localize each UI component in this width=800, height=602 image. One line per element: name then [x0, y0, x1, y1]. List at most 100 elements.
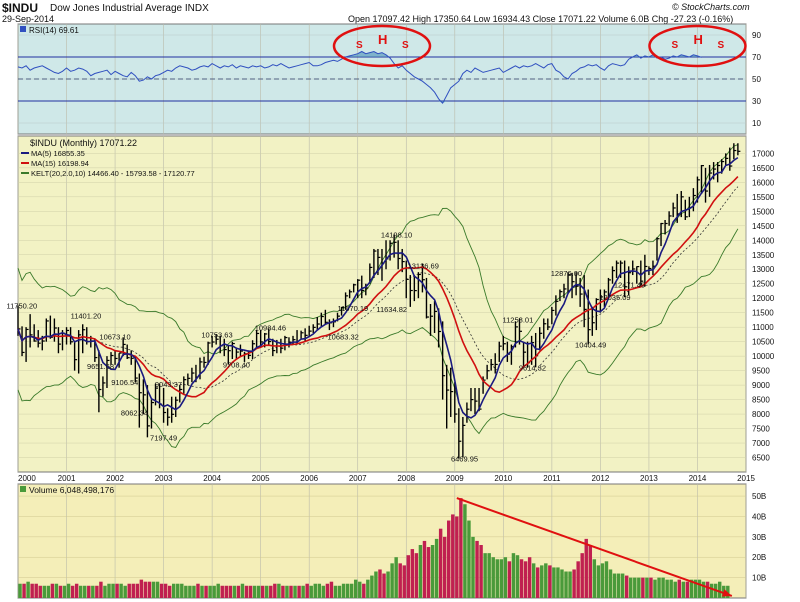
volume-bar: [123, 585, 127, 598]
head-shoulders-ellipse: [332, 24, 432, 68]
volume-panel: [17, 483, 747, 599]
volume-bar: [653, 579, 657, 598]
volume-bar: [46, 585, 51, 598]
price-tick-label: 6500: [752, 454, 770, 463]
volume-bar: [544, 563, 548, 598]
price-tick-label: 8500: [752, 396, 770, 405]
volume-bar: [341, 583, 346, 598]
volume-bar: [612, 573, 617, 598]
price-tick-label: 9000: [752, 381, 770, 390]
price-tick-label: 12500: [752, 280, 775, 289]
volume-bar: [50, 583, 55, 598]
keltner-lower-band: [17, 228, 739, 449]
volume-bar: [693, 579, 698, 598]
volume-bar: [285, 585, 289, 598]
volume-bar: [212, 585, 216, 598]
volume-bar: [309, 585, 313, 598]
volume-bar: [426, 547, 431, 598]
volume-bar: [155, 581, 160, 598]
volume-bar: [552, 567, 556, 598]
price-tick-label: 11000: [752, 323, 774, 332]
volume-bar: [378, 569, 382, 598]
price-label: 9106.54: [111, 378, 138, 387]
volume-bar: [657, 577, 661, 598]
volume-bar: [665, 579, 669, 598]
volume-bar: [370, 575, 374, 598]
volume-bar: [447, 520, 451, 598]
volume-bar: [240, 583, 245, 598]
volume-bar: [519, 559, 524, 598]
volume-bar: [455, 516, 459, 598]
volume-bar: [515, 555, 520, 598]
price-label: 13136.69: [408, 261, 439, 270]
volume-bar: [91, 585, 95, 598]
volume-bar: [70, 585, 75, 598]
x-tick-label: 2014: [689, 474, 707, 483]
x-tick-label: 2010: [494, 474, 512, 483]
x-tick-label: 2005: [252, 474, 270, 483]
rsi-tick-label: 10: [752, 119, 761, 128]
volume-bar: [503, 557, 508, 598]
volume-bar: [616, 573, 621, 598]
volume-bar: [560, 569, 564, 598]
price-label: 12471.49: [614, 281, 645, 290]
volume-bar: [568, 571, 572, 598]
volume-bar: [273, 583, 277, 598]
volume-bar: [151, 581, 156, 598]
price-tick-label: 9500: [752, 367, 770, 376]
volume-bar: [281, 585, 285, 598]
volume-bar: [705, 581, 710, 598]
volume-bar: [171, 583, 176, 598]
volume-bar: [438, 528, 443, 598]
volume-bar: [131, 583, 135, 598]
price-tick-label: 15000: [752, 207, 775, 216]
volume-bar: [507, 561, 512, 598]
volume-bar: [18, 583, 22, 598]
volume-bar: [325, 583, 330, 598]
volume-bar: [256, 585, 261, 598]
volume-bar: [362, 583, 366, 598]
rsi-tick-label: 50: [752, 75, 761, 84]
volume-bar: [475, 540, 479, 598]
price-tick-label: 11500: [752, 309, 774, 318]
x-tick-label: 2009: [446, 474, 464, 483]
volume-bar: [499, 559, 504, 598]
volume-bar: [697, 579, 702, 598]
volume-bar: [624, 575, 629, 598]
volume-bar: [600, 563, 605, 598]
volume-bar: [451, 514, 455, 598]
price-tick-label: 13500: [752, 251, 775, 260]
left-shoulder-label: S: [356, 40, 363, 51]
volume-bar: [701, 581, 706, 598]
volume-bar: [463, 504, 467, 598]
volume-bar: [608, 569, 613, 598]
volume-bar: [358, 581, 362, 598]
price-label: 6469.95: [451, 454, 478, 463]
volume-bar: [265, 585, 269, 598]
volume-bar: [422, 540, 427, 598]
volume-bar: [301, 585, 305, 598]
volume-bar: [604, 561, 609, 598]
price-tick-label: 10500: [752, 338, 775, 347]
volume-bar: [289, 585, 293, 598]
volume-bar: [293, 585, 297, 598]
volume-bar: [30, 583, 34, 598]
legend-entry: KELT(20,2.0,10) 14466.40 - 15793.58 - 17…: [31, 169, 195, 178]
volume-bar: [576, 561, 580, 598]
volume-bar: [232, 585, 237, 598]
volume-bar: [216, 583, 220, 598]
price-label: 9708.40: [223, 361, 250, 370]
x-tick-label: 2003: [155, 474, 173, 483]
x-tick-label: 2006: [300, 474, 318, 483]
volume-bar: [167, 585, 172, 598]
volume-bar: [434, 538, 439, 598]
price-label: 10404.49: [575, 340, 606, 349]
volume-bar: [661, 577, 665, 598]
x-tick-label: 2002: [106, 474, 124, 483]
volume-bar: [147, 581, 152, 598]
volume-bar: [402, 565, 406, 598]
volume-bar: [556, 567, 560, 598]
volume-tick-label: 10B: [752, 574, 766, 583]
volume-bar: [115, 583, 119, 598]
volume-bar: [491, 557, 495, 598]
